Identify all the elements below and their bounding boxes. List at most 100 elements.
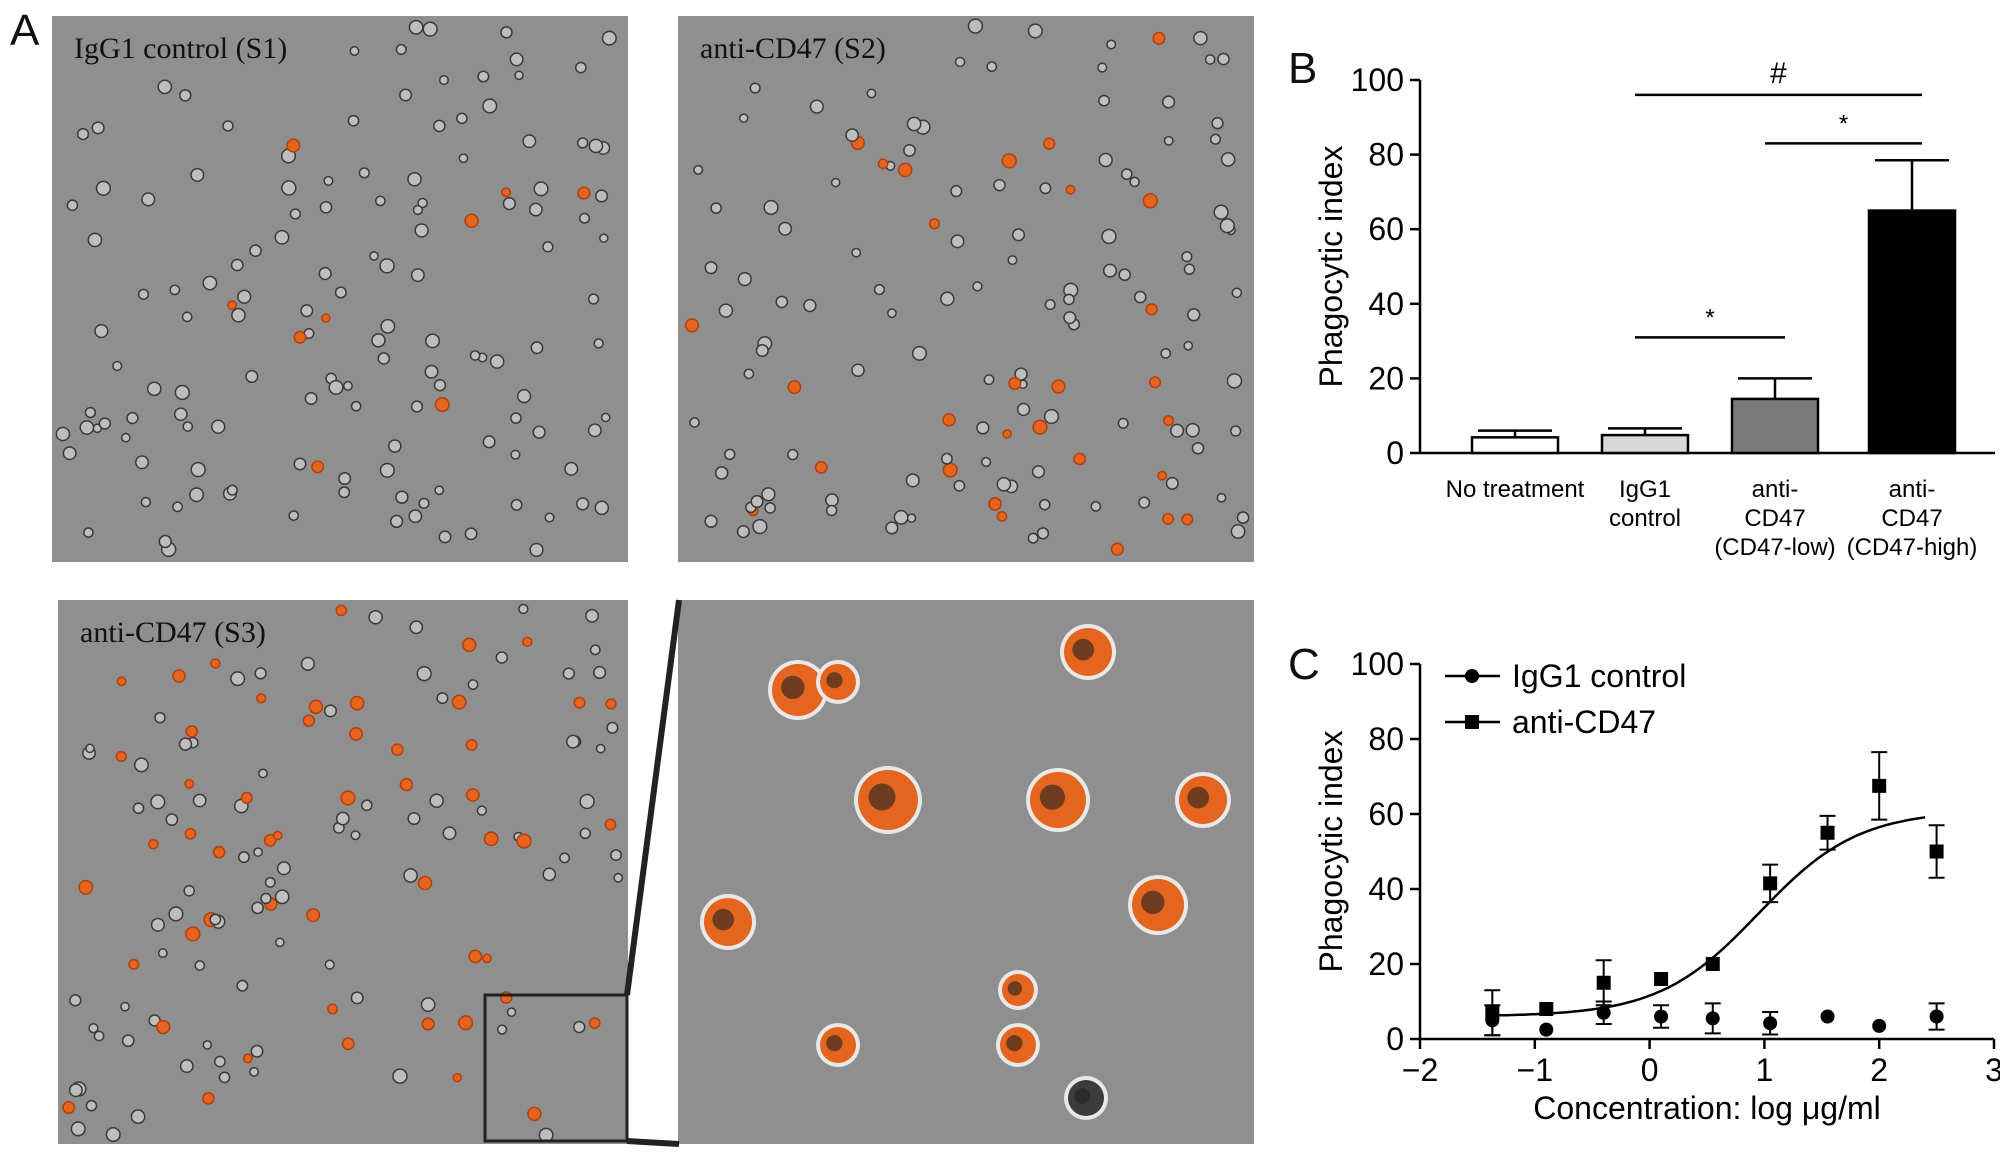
category-label: anti- [1889, 476, 1936, 503]
cell [866, 88, 877, 99]
cell [940, 452, 953, 465]
cell [1152, 31, 1166, 45]
cell [993, 178, 1006, 192]
category-label: anti- [1752, 476, 1799, 503]
cell [465, 738, 478, 751]
cell [710, 202, 722, 214]
cell [489, 354, 505, 369]
cell [358, 167, 370, 179]
legend-label: anti-CD47 [1512, 704, 1656, 740]
cell [249, 1066, 260, 1077]
cell [1011, 228, 1026, 242]
cell [1097, 62, 1108, 73]
cell [605, 698, 617, 710]
cell [778, 221, 793, 236]
cell [764, 502, 776, 514]
cell [1110, 542, 1124, 556]
cell [1063, 311, 1077, 325]
cell [237, 289, 252, 304]
cell [172, 501, 183, 513]
cell [174, 384, 190, 401]
cell [1001, 153, 1017, 169]
series-square [1484, 751, 1945, 1037]
cell [752, 518, 768, 535]
cell [465, 788, 480, 802]
cell [749, 82, 761, 94]
cell [281, 180, 297, 196]
cell [323, 704, 338, 718]
cell [1026, 768, 1090, 832]
cell [942, 413, 956, 427]
x-axis-label-c: Concentration: log μg/ml [1533, 1090, 1881, 1126]
cell [88, 1023, 99, 1034]
cell [412, 204, 424, 216]
data-point-square [1705, 957, 1720, 971]
cell [724, 448, 736, 461]
cell [335, 604, 348, 617]
cell [168, 906, 184, 922]
cell [573, 1020, 586, 1034]
cell [425, 333, 441, 349]
cell [1160, 348, 1172, 359]
cell [594, 500, 610, 516]
cell [988, 497, 1002, 511]
cell [399, 777, 414, 792]
data-point-circle [1820, 1009, 1835, 1024]
cell [210, 658, 221, 669]
cell [120, 1001, 130, 1012]
cell [178, 737, 193, 751]
cell [424, 364, 439, 379]
cell [1170, 423, 1185, 438]
cell [458, 153, 469, 164]
cell [542, 867, 557, 882]
cell [996, 510, 1008, 522]
cell [418, 497, 430, 509]
data-point-circle [1705, 1011, 1720, 1026]
cell [737, 272, 752, 287]
cell [544, 512, 555, 523]
cell [500, 26, 513, 39]
data-point-circle [1929, 1009, 1944, 1024]
cell [950, 234, 965, 249]
cell [319, 200, 333, 214]
cell [438, 530, 452, 544]
cell [755, 343, 769, 358]
cell [128, 958, 140, 970]
cell [1008, 376, 1022, 390]
cell [132, 802, 145, 815]
cell [516, 388, 532, 404]
cell [251, 901, 264, 915]
cell [458, 1015, 474, 1031]
cell [218, 1071, 231, 1084]
cell [422, 21, 438, 37]
cell [877, 158, 889, 170]
cell [482, 435, 496, 449]
cell [389, 514, 404, 529]
y-tick-label-c: 40 [1368, 871, 1404, 907]
cell-nucleus [1074, 1088, 1091, 1105]
cell [182, 421, 194, 432]
cell [1183, 340, 1194, 351]
cell [380, 318, 396, 334]
cell [1016, 402, 1031, 417]
cell [851, 247, 862, 258]
cell [135, 455, 150, 470]
legend-c: IgG1 control anti-CD47 [1445, 658, 1686, 740]
data-point-circle [1539, 1022, 1554, 1037]
cell [559, 852, 571, 864]
cell [980, 456, 992, 468]
cell [601, 30, 617, 46]
cell [433, 379, 447, 392]
cell [983, 374, 995, 386]
cell [94, 323, 109, 339]
cell [1219, 218, 1235, 234]
cell [1161, 95, 1176, 109]
cell [816, 1023, 860, 1067]
cell [689, 417, 700, 428]
cell [456, 112, 468, 125]
cell [510, 449, 521, 460]
significance: * [1765, 110, 1922, 145]
cell [501, 187, 511, 198]
cell [414, 223, 429, 238]
